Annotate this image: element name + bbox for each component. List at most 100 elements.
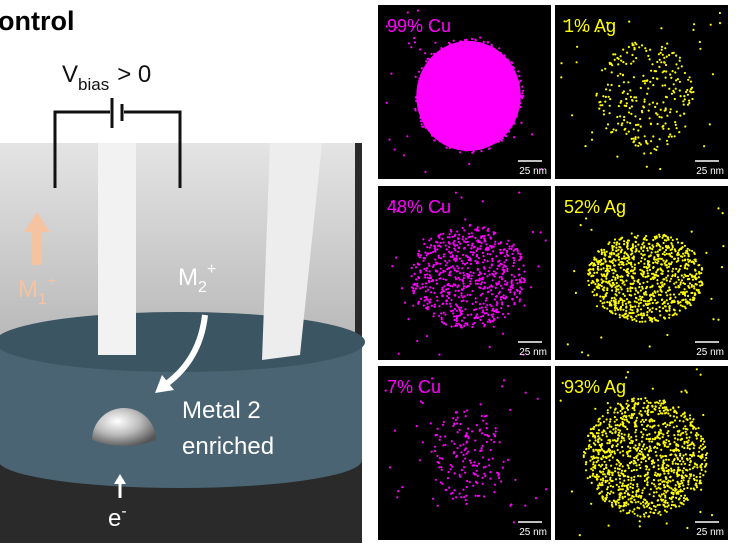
map-dot	[459, 98, 462, 101]
map-dot	[494, 93, 498, 96]
map-dot	[616, 437, 620, 440]
map-dot	[523, 304, 526, 307]
map-dot	[627, 455, 630, 458]
map-dot	[627, 255, 631, 259]
map-dot	[444, 313, 447, 316]
map-dot	[686, 458, 689, 461]
map-dot	[665, 466, 668, 469]
map-dot	[436, 299, 439, 302]
map-dot	[576, 45, 579, 48]
map-dot	[646, 275, 649, 278]
map-dot	[510, 273, 513, 276]
map-dot	[452, 424, 455, 428]
map-dot	[671, 239, 674, 242]
map-dot	[498, 280, 501, 283]
map-dot	[638, 286, 641, 289]
map-dot	[618, 498, 621, 501]
map-dot	[663, 61, 666, 64]
map-dot	[623, 439, 626, 442]
map-dot	[469, 262, 472, 265]
map-dot	[637, 397, 640, 401]
map-dot	[666, 489, 669, 492]
map-dot	[637, 446, 640, 449]
map-dot	[684, 125, 687, 128]
map-dot	[655, 454, 658, 457]
map-dot	[673, 135, 676, 138]
map-dot	[421, 401, 424, 405]
map-dot	[641, 254, 645, 257]
map-dot	[610, 490, 613, 493]
map-dot	[675, 63, 678, 66]
map-dot	[471, 151, 474, 154]
map-dot	[442, 241, 445, 244]
map-dot	[606, 472, 609, 475]
map-dot	[690, 443, 693, 446]
map-dot	[644, 502, 647, 505]
map-dot	[646, 269, 649, 272]
map-dot	[674, 71, 677, 74]
map-dot	[664, 501, 667, 504]
map-dot	[460, 102, 463, 105]
map-dot	[683, 494, 687, 497]
map-dot	[498, 112, 501, 115]
map-dot	[438, 76, 441, 79]
map-dot	[627, 239, 631, 242]
map-dot	[658, 58, 661, 62]
map-dot	[635, 489, 638, 492]
map-dot	[432, 75, 435, 78]
map-dot	[630, 232, 633, 235]
map-dot	[660, 27, 663, 30]
map-dot	[446, 102, 449, 105]
map-dot	[484, 465, 487, 468]
map-dot	[656, 145, 659, 148]
map-dot	[433, 122, 436, 125]
map-dot	[472, 251, 475, 254]
map-dot	[459, 130, 462, 133]
map-dot	[441, 111, 444, 114]
map-dot	[685, 436, 688, 439]
map-dot	[676, 473, 679, 476]
map-dot	[704, 453, 708, 457]
map-dot	[477, 229, 480, 232]
map-dot	[687, 260, 690, 263]
map-dot	[612, 275, 615, 278]
map-dot	[652, 266, 655, 269]
map-dot	[695, 432, 698, 435]
map-dot	[627, 300, 631, 303]
map-dot	[488, 124, 491, 127]
map-dot	[432, 264, 435, 267]
map-dot	[513, 136, 516, 139]
map-dot	[620, 124, 623, 127]
map-dot	[689, 304, 692, 307]
map-dot	[483, 133, 486, 136]
map-dot	[449, 52, 453, 55]
map-dot	[642, 433, 645, 436]
map-dot	[626, 121, 629, 124]
map-dot	[446, 236, 449, 239]
map-dot	[661, 53, 664, 56]
map-dot	[637, 500, 640, 503]
map-dot	[633, 318, 636, 321]
map-dot	[453, 489, 456, 492]
map-dot	[614, 53, 617, 56]
map-dot	[642, 238, 645, 241]
map-dot	[487, 73, 490, 76]
map-dot	[598, 437, 601, 440]
map-dot	[589, 272, 592, 275]
map-dot	[422, 304, 425, 307]
map-dot	[461, 267, 464, 270]
map-dot	[498, 290, 501, 293]
map-dot	[618, 461, 621, 464]
map-dot	[683, 98, 686, 101]
map-dot	[497, 476, 501, 480]
map-dot	[471, 70, 474, 73]
map-dot	[487, 227, 490, 230]
map-dot	[666, 236, 670, 239]
map-dot	[489, 128, 492, 131]
map-dot	[643, 82, 647, 85]
map-dot	[464, 237, 468, 240]
map-dot	[669, 414, 672, 417]
map-dot	[494, 72, 497, 75]
map-dot	[496, 121, 500, 124]
